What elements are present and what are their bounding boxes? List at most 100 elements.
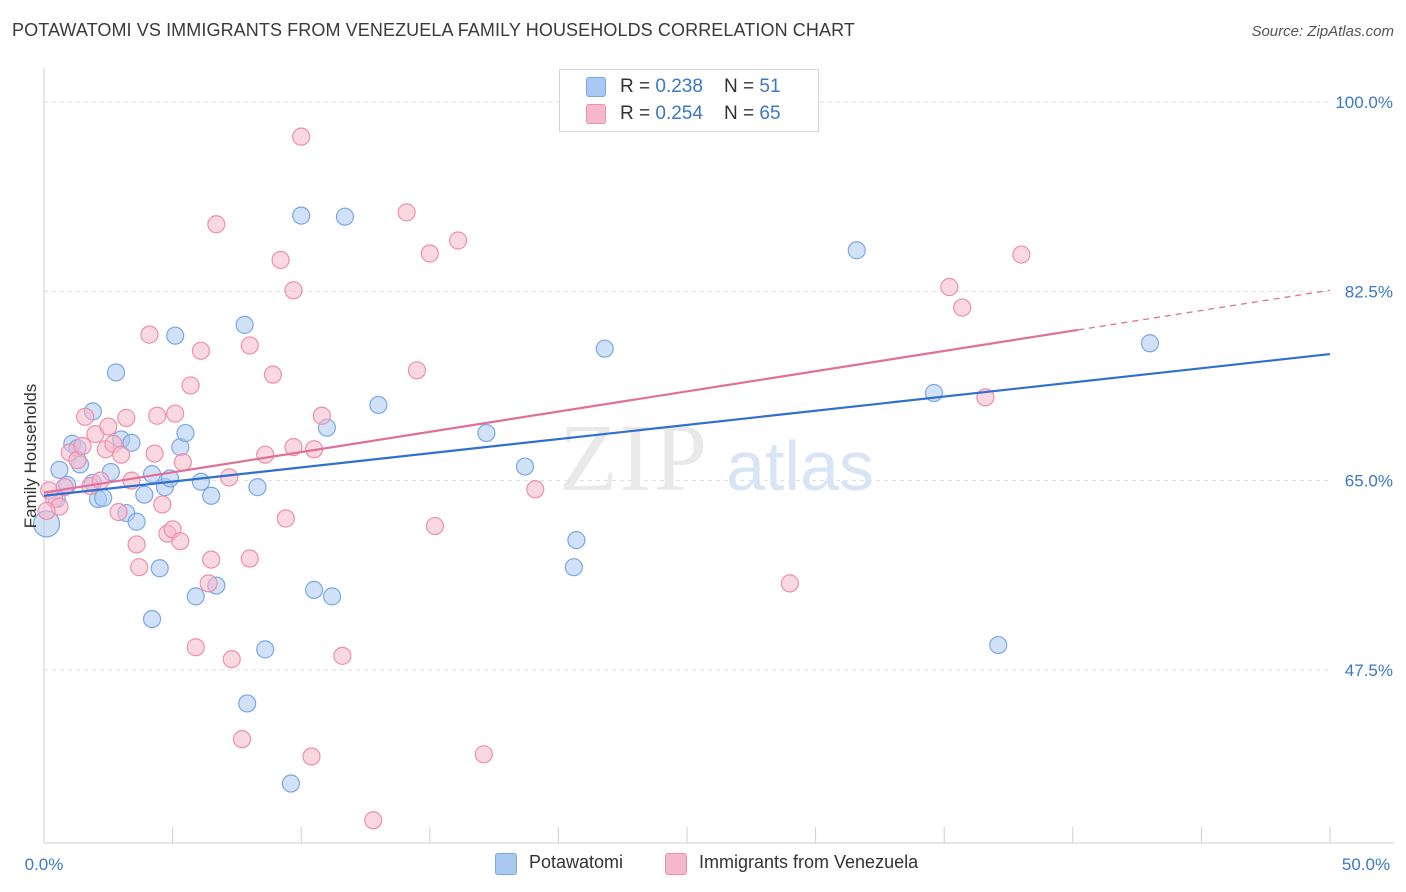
potawatomi-point: [304, 580, 324, 599]
venezuela-point: [407, 361, 427, 380]
legend-n-value: 65: [759, 103, 781, 124]
venezuela-point: [73, 436, 92, 456]
venezuela-point: [240, 549, 259, 568]
potawatomi-point: [567, 531, 586, 550]
x-tick-label: 50.0%: [1342, 855, 1390, 874]
potawatomi-point: [477, 423, 496, 443]
potawatomi-point: [238, 694, 257, 713]
chart-title: POTAWATOMI VS IMMIGRANTS FROM VENEZUELA …: [12, 20, 855, 40]
venezuela-point: [173, 453, 192, 472]
series-label-venezuela: Immigrants from Venezuela: [699, 852, 919, 872]
venezuela-point: [222, 650, 241, 669]
potawatomi-point: [122, 433, 141, 452]
potawatomi-point: [989, 635, 1008, 655]
potawatomi-point: [847, 241, 866, 260]
potawatomi-point: [248, 478, 267, 497]
potawatomi-point: [135, 485, 154, 504]
y-tick-label: 47.5%: [1345, 661, 1393, 680]
series-swatch-venezuela: [665, 853, 687, 875]
watermark-atlas: atlas: [726, 427, 874, 505]
potawatomi-point: [369, 395, 388, 415]
venezuela-point: [148, 406, 167, 425]
venezuela-point: [109, 502, 128, 522]
legend-r-label: R =: [620, 103, 656, 124]
potawatomi-point: [292, 206, 311, 225]
venezuela-point: [186, 638, 205, 657]
potawatomi-point: [166, 326, 185, 345]
venezuela-point: [207, 215, 226, 234]
potawatomi-point: [142, 609, 162, 629]
venezuela-point: [171, 532, 190, 551]
venezuela-point: [526, 480, 545, 499]
potawatomi-point: [256, 640, 275, 659]
legend-swatch-venezuela: [586, 104, 606, 124]
potawatomi-point: [235, 315, 254, 334]
venezuela-point: [91, 471, 110, 490]
potawatomi-trend-line: [43, 352, 1331, 497]
venezuela-point: [448, 231, 468, 250]
y-tick-label: 65.0%: [1345, 472, 1393, 491]
legend-n-label: N =: [724, 76, 760, 97]
chart-source: Source: ZipAtlas.com: [1251, 23, 1394, 40]
venezuela-point: [240, 336, 259, 355]
y-axis-title: Family Households: [21, 384, 40, 529]
tick-labels: 100.0% 82.5% 65.0% 47.5% 0.0% 50.0%: [25, 93, 1393, 874]
legend-r-value: 0.254: [655, 103, 703, 124]
venezuela-point: [112, 445, 131, 464]
venezuela-point: [333, 646, 352, 665]
legend-r-value: 0.238: [655, 76, 703, 97]
trend-lines: [43, 289, 1331, 497]
venezuela-point: [145, 444, 164, 463]
potawatomi-point: [564, 558, 583, 577]
venezuela-point: [780, 574, 799, 593]
watermark-zip: ZIP: [559, 404, 709, 511]
venezuela-point: [191, 341, 210, 360]
venezuela-point: [76, 407, 95, 426]
legend-r-label: R =: [620, 76, 656, 97]
potawatomi-point: [335, 207, 355, 226]
potawatomi-point: [281, 774, 301, 793]
venezuela-trend-line-dashed: [1077, 289, 1331, 331]
axes: [43, 68, 1394, 844]
potawatomi-point: [94, 488, 113, 508]
venezuela-point: [420, 244, 439, 263]
venezuela-point: [130, 558, 149, 577]
series-label-potawatomi: Potawatomi: [529, 852, 624, 872]
venezuela-point: [220, 468, 239, 487]
data-points: [32, 92, 1160, 830]
x-tick-label: 0.0%: [25, 855, 64, 874]
venezuela-point: [953, 298, 972, 317]
legend-n-label: N =: [724, 103, 760, 124]
potawatomi-point: [150, 559, 169, 578]
venezuela-point: [117, 408, 136, 427]
venezuela-point: [256, 445, 275, 464]
venezuela-point: [474, 745, 493, 764]
potawatomi-point: [50, 460, 69, 479]
potawatomi-point: [322, 587, 342, 606]
potawatomi-point: [515, 457, 535, 476]
venezuela-point: [1012, 245, 1031, 264]
potawatomi-point: [127, 512, 146, 531]
potawatomi-point: [176, 423, 195, 443]
venezuela-point: [263, 365, 283, 384]
potawatomi-point: [191, 472, 210, 491]
venezuela-point: [127, 535, 146, 554]
potawatomi-point: [186, 587, 205, 606]
grid-lines: [44, 101, 1330, 671]
venezuela-point: [284, 281, 303, 300]
series-swatch-potawatomi: [495, 853, 517, 875]
venezuela-point: [140, 325, 159, 344]
venezuela-trend-line: [43, 328, 1079, 494]
watermark: ZIP atlas: [559, 404, 874, 511]
venezuela-point: [202, 550, 221, 569]
venezuela-point: [364, 811, 383, 830]
venezuela-point: [99, 417, 118, 436]
potawatomi-point: [106, 363, 126, 382]
venezuela-point: [397, 203, 416, 222]
venezuela-point: [292, 127, 311, 146]
venezuela-point: [166, 404, 185, 423]
venezuela-point: [181, 376, 200, 395]
venezuela-point: [940, 277, 959, 297]
venezuela-point: [232, 730, 252, 749]
